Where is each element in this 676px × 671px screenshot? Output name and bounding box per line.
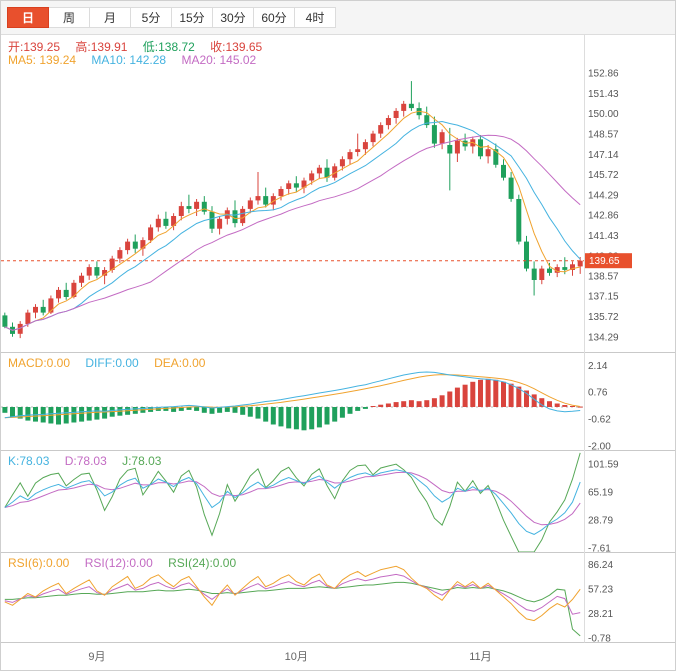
svg-text:139.65: 139.65 (589, 256, 620, 267)
ma10-line (4, 120, 581, 331)
svg-text:144.29: 144.29 (588, 190, 619, 201)
svg-text:142.86: 142.86 (588, 211, 619, 222)
macd-readout-row: MACD:0.00 DIFF:0.00 DEA:0.00 (8, 356, 217, 370)
svg-text:28.79: 28.79 (588, 515, 613, 526)
dea-readout: DEA:0.00 (154, 356, 206, 370)
current-price-badge: 139.65 (585, 253, 632, 269)
rsi6-readout: RSI(6):0.00 (8, 556, 70, 570)
svg-text:138.57: 138.57 (588, 272, 619, 283)
k-readout: K:78.03 (8, 454, 50, 468)
diff-line (4, 371, 581, 419)
svg-text:147.14: 147.14 (588, 150, 619, 161)
svg-text:148.57: 148.57 (588, 130, 619, 141)
svg-text:134.29: 134.29 (588, 332, 619, 343)
rsi-axis-labels: 86.24 57.23 28.21 -0.78 (588, 560, 613, 645)
svg-text:-0.62: -0.62 (588, 415, 611, 426)
svg-text:145.72: 145.72 (588, 170, 619, 181)
svg-text:57.23: 57.23 (588, 585, 613, 596)
tab-month[interactable]: 月 (89, 7, 131, 28)
low-readout: 低:138.72 (142, 40, 195, 54)
high-readout: 高:139.91 (75, 40, 128, 54)
open-readout: 开:139.25 (8, 40, 61, 54)
ohlc-readout-row: 开:139.25 高:139.91 低:138.72 收:139.65 (8, 38, 274, 55)
svg-text:101.59: 101.59 (588, 460, 619, 471)
tab-week[interactable]: 周 (48, 7, 90, 28)
k-line (4, 469, 581, 535)
rsi12-line (4, 573, 581, 615)
svg-text:65.19: 65.19 (588, 487, 613, 498)
svg-text:152.86: 152.86 (588, 69, 619, 80)
j-readout: J:78.03 (122, 454, 162, 468)
tab-5m[interactable]: 5分 (130, 7, 172, 28)
d-line (4, 471, 581, 526)
rsi6-line (4, 565, 581, 622)
kdj-readout-row: K:78.03 D:78.03 J:78.03 (8, 454, 173, 468)
rsi24-line (4, 581, 581, 637)
svg-text:86.24: 86.24 (588, 560, 613, 571)
svg-text:-0.78: -0.78 (588, 634, 611, 645)
svg-text:9月: 9月 (88, 651, 105, 663)
ma20-readout: MA20: 145.02 (181, 53, 257, 67)
tab-30m[interactable]: 30分 (212, 7, 254, 28)
ma20-line (4, 134, 581, 331)
tab-60m[interactable]: 60分 (253, 7, 295, 28)
svg-text:2.14: 2.14 (588, 361, 608, 372)
svg-text:151.43: 151.43 (588, 89, 619, 100)
rsi12-readout: RSI(12):0.00 (84, 556, 153, 570)
macd-axis-labels: 2.14 0.76 -0.62 -2.00 (588, 361, 611, 452)
svg-text:-2.00: -2.00 (588, 441, 611, 452)
svg-text:10月: 10月 (285, 651, 308, 663)
ma5-readout: MA5: 139.24 (8, 53, 77, 67)
price-axis-labels: 152.86 151.43 150.00 148.57 147.14 145.72 144.… (588, 69, 619, 344)
rsi24-readout: RSI(24):0.00 (168, 556, 237, 570)
svg-text:135.72: 135.72 (588, 312, 619, 323)
svg-text:28.21: 28.21 (588, 609, 613, 620)
svg-text:0.76: 0.76 (588, 388, 608, 399)
kdj-axis-labels: 101.59 65.19 28.79 -7.61 (588, 460, 619, 555)
tab-15m[interactable]: 15分 (171, 7, 213, 28)
macd-readout: MACD:0.00 (8, 356, 71, 370)
svg-text:-7.61: -7.61 (588, 543, 611, 554)
svg-text:141.43: 141.43 (588, 231, 619, 242)
dea-line (4, 374, 581, 419)
ma5-line (4, 110, 581, 331)
d-readout: D:78.03 (64, 454, 107, 468)
diff-readout: DIFF:0.00 (85, 356, 139, 370)
macd-histogram (2, 378, 583, 431)
timeframe-toolbar: 日 周 月 5分 15分 30分 60分 4时 (1, 1, 675, 35)
ma-readout-row: MA5: 139.24 MA10: 142.28 MA20: 145.02 (8, 53, 268, 67)
tab-day[interactable]: 日 (7, 7, 49, 28)
svg-text:11月: 11月 (469, 651, 491, 663)
svg-text:137.15: 137.15 (588, 292, 619, 303)
tab-4h[interactable]: 4时 (294, 7, 336, 28)
rsi-readout-row: RSI(6):0.00 RSI(12):0.00 RSI(24):0.00 (8, 556, 248, 570)
candles (2, 81, 583, 339)
ma10-readout: MA10: 142.28 (91, 53, 167, 67)
x-axis-labels: 9月 10月 11月 (88, 651, 491, 663)
close-readout: 收:139.65 (210, 40, 263, 54)
svg-text:150.00: 150.00 (588, 109, 619, 120)
